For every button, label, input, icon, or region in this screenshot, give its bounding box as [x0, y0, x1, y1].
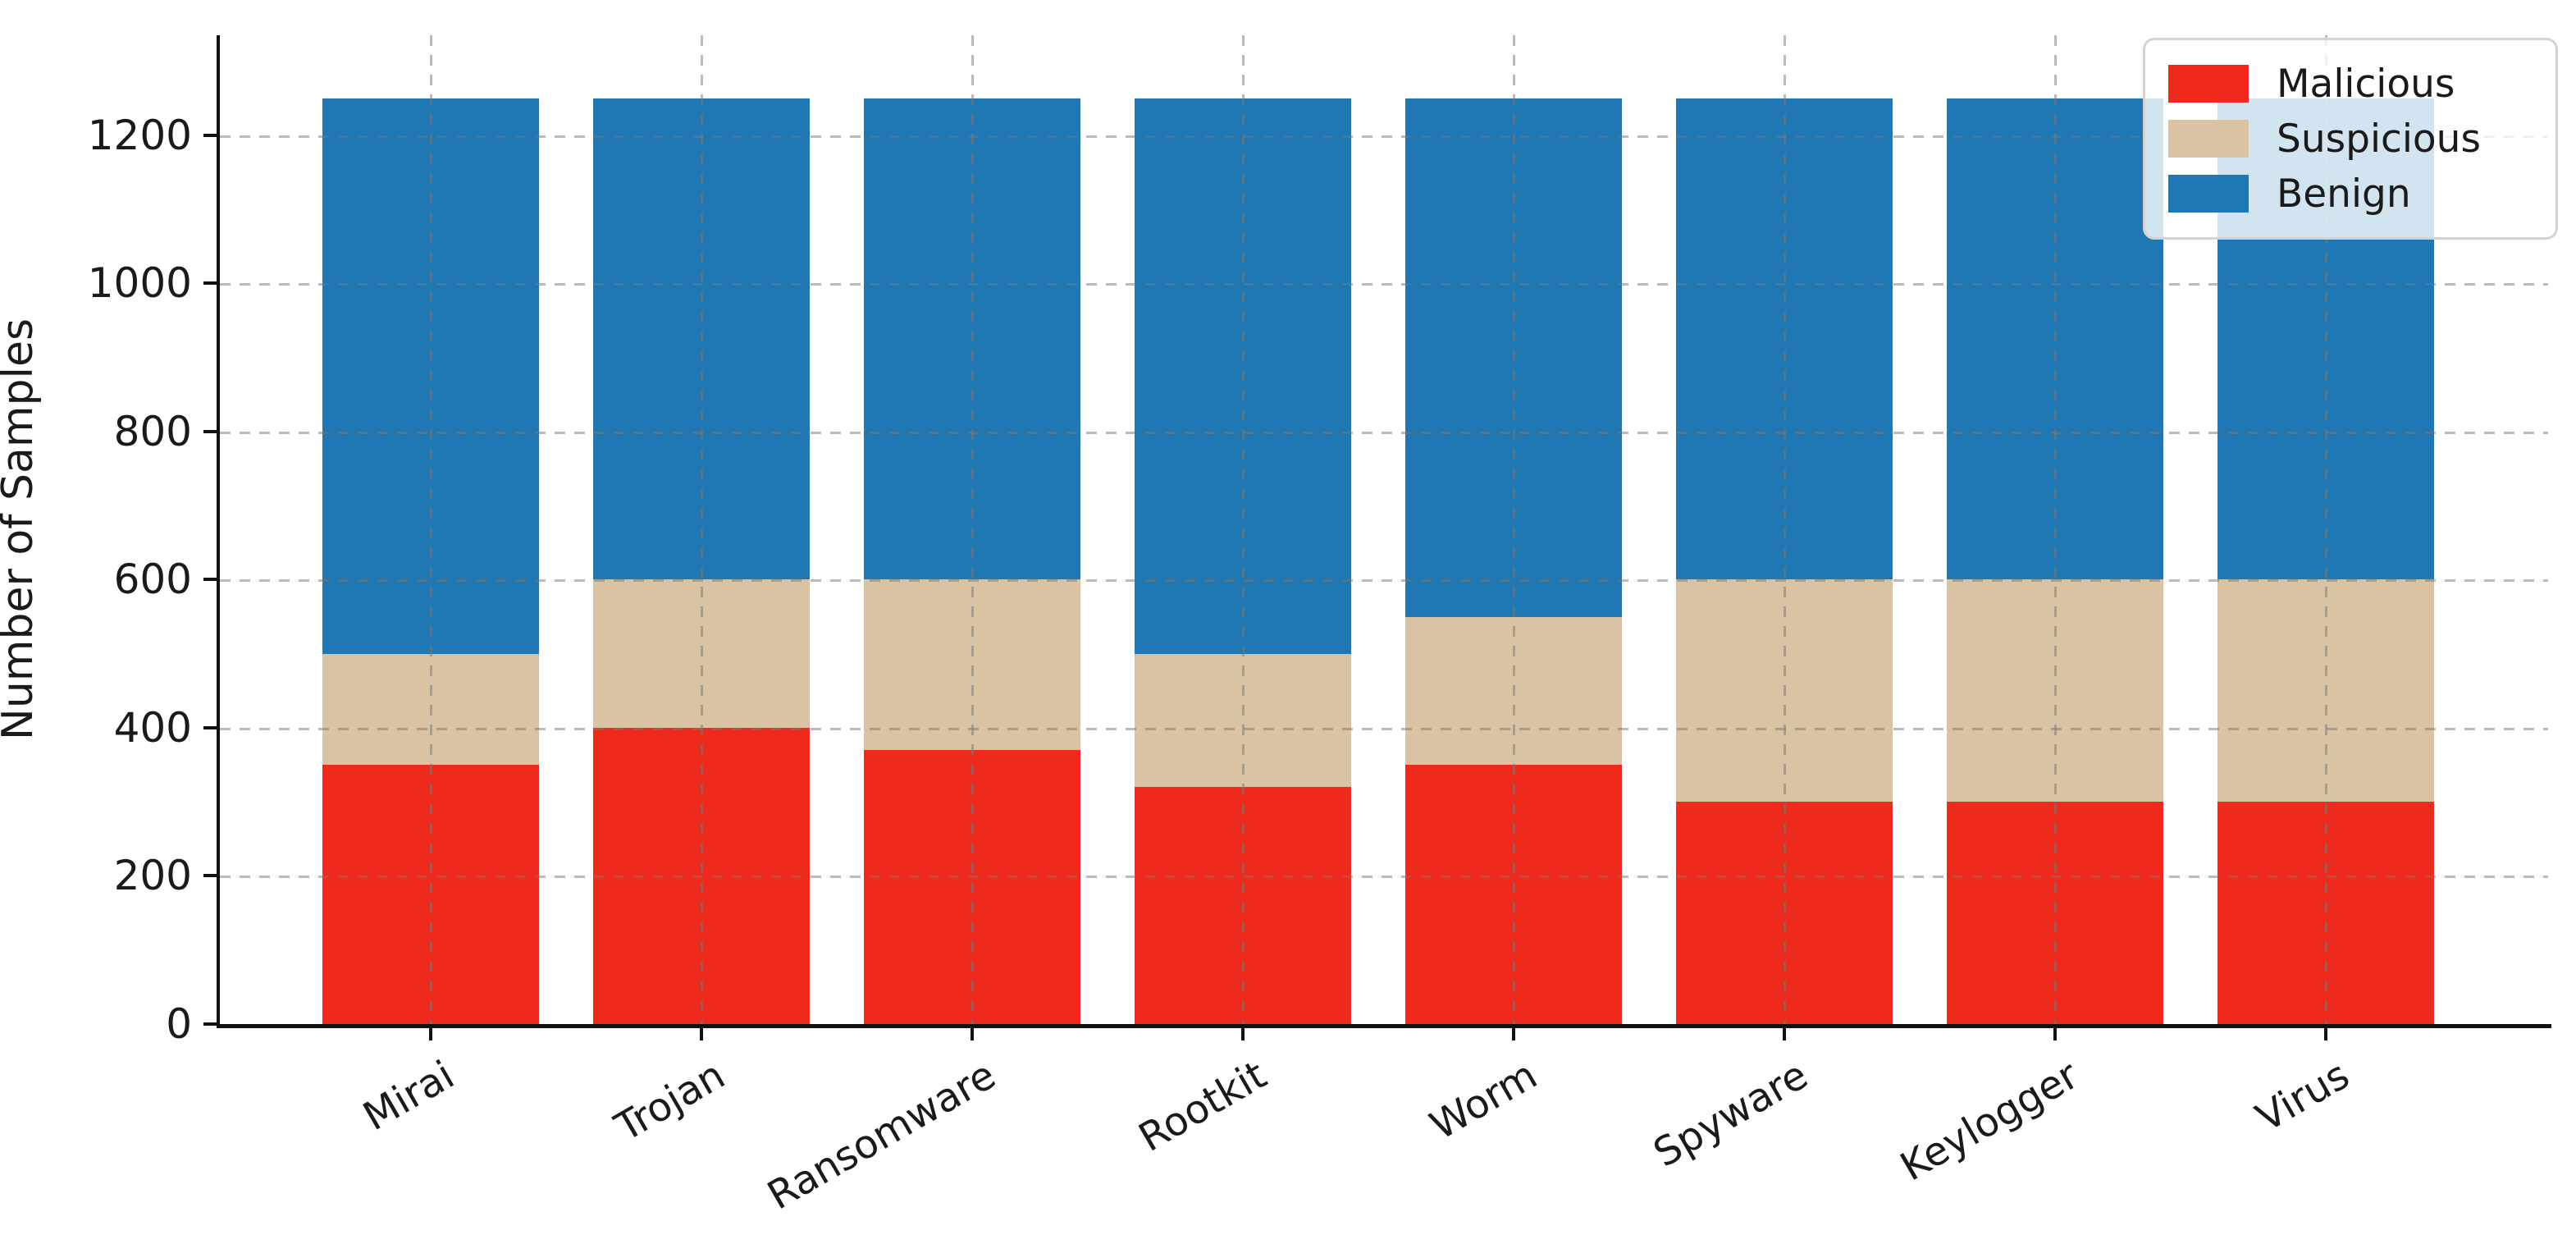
- x-tick-rootkit: [1241, 1024, 1245, 1040]
- legend-swatch-benign: [2168, 175, 2249, 213]
- y-tick-label-200: 200: [113, 852, 192, 900]
- x-tick-label-spyware: Spyware: [1646, 1052, 1816, 1177]
- legend: Malicious Suspicious Benign: [2143, 38, 2558, 240]
- v-gridline-rootkit: [1241, 35, 1245, 1024]
- y-tick-label-600: 600: [113, 556, 192, 604]
- v-gridline-spyware: [1783, 35, 1786, 1024]
- v-gridline-worm: [1512, 35, 1515, 1024]
- y-tick-0: [203, 1022, 220, 1026]
- y-tick-1000: [203, 281, 220, 286]
- v-gridline-virus: [2324, 35, 2327, 1024]
- v-gridline-trojan: [700, 35, 703, 1024]
- x-tick-label-worm: Worm: [1423, 1052, 1546, 1150]
- legend-label-malicious: Malicious: [2277, 61, 2455, 107]
- y-axis-spine: [217, 35, 220, 1027]
- h-gridline-1200: [220, 135, 2548, 138]
- legend-item-suspicious: Suspicious: [2168, 115, 2533, 162]
- h-gridline-800: [220, 431, 2548, 434]
- legend-item-malicious: Malicious: [2168, 60, 2533, 107]
- y-tick-1200: [203, 133, 220, 137]
- y-tick-600: [203, 578, 220, 582]
- x-tick-label-mirai: Mirai: [355, 1052, 463, 1141]
- h-gridline-600: [220, 579, 2548, 583]
- x-axis-spine: [217, 1024, 2551, 1028]
- v-gridline-mirai: [429, 35, 432, 1024]
- y-tick-label-1000: 1000: [87, 259, 192, 308]
- y-tick-label-0: 0: [166, 1000, 192, 1048]
- x-tick-label-virus: Virus: [2249, 1052, 2358, 1141]
- y-tick-200: [203, 874, 220, 878]
- v-gridline-ransomware: [971, 35, 974, 1024]
- x-tick-label-rootkit: Rootkit: [1131, 1052, 1275, 1161]
- y-tick-label-800: 800: [113, 407, 192, 455]
- y-axis-label: Number of Samples: [0, 318, 43, 741]
- grid-layer: [220, 35, 2548, 1024]
- h-gridline-400: [220, 727, 2548, 730]
- legend-item-benign: Benign: [2168, 170, 2533, 217]
- x-tick-ransomware: [971, 1024, 975, 1040]
- x-tick-label-ransomware: Ransomware: [760, 1052, 1004, 1219]
- v-gridline-keylogger: [2053, 35, 2057, 1024]
- x-tick-virus: [2324, 1024, 2328, 1040]
- x-tick-trojan: [700, 1024, 704, 1040]
- plot-area: [217, 35, 2551, 1028]
- y-tick-label-1200: 1200: [87, 111, 192, 159]
- x-tick-mirai: [429, 1024, 433, 1040]
- y-tick-label-400: 400: [113, 703, 192, 752]
- x-tick-label-keylogger: Keylogger: [1893, 1052, 2087, 1191]
- y-tick-400: [203, 725, 220, 729]
- x-tick-label-trojan: Trojan: [608, 1052, 733, 1151]
- legend-swatch-malicious: [2168, 65, 2249, 103]
- x-tick-keylogger: [2053, 1024, 2058, 1040]
- h-gridline-1000: [220, 283, 2548, 286]
- legend-label-suspicious: Suspicious: [2277, 116, 2481, 162]
- legend-swatch-suspicious: [2168, 120, 2249, 158]
- x-tick-worm: [1512, 1024, 1516, 1040]
- y-tick-800: [203, 429, 220, 433]
- legend-label-benign: Benign: [2277, 171, 2411, 217]
- h-gridline-200: [220, 876, 2548, 879]
- x-tick-spyware: [1783, 1024, 1787, 1040]
